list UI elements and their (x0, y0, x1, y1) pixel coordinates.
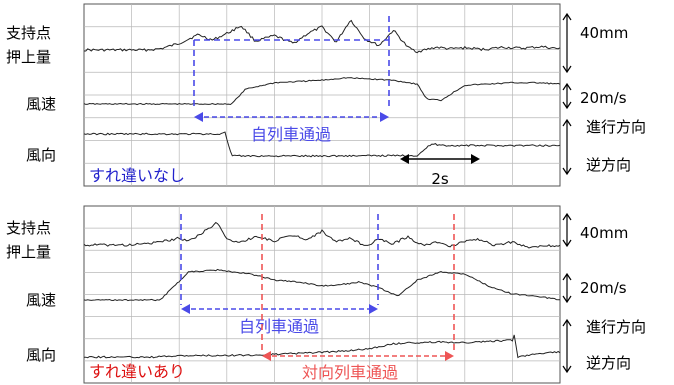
scale-arrow-head (562, 65, 572, 74)
span-arrow-head (380, 112, 389, 122)
row-label-dir: 風向 (26, 346, 56, 364)
scale-arrow-head (562, 295, 572, 304)
opposing-train-span (262, 351, 454, 361)
direction-label-forward: 進行方向 (586, 318, 646, 336)
row-label-dir: 風向 (26, 146, 56, 164)
span-arrow-head (471, 154, 480, 164)
row-label-disp: 支持点 (6, 219, 51, 237)
span-arrow-head (194, 112, 203, 122)
direction-label-reverse: 逆方向 (586, 156, 631, 174)
scenario-label-with: すれ違いあり (89, 362, 185, 381)
row-label-speed: 風速 (26, 95, 56, 113)
scale-arrow-head (562, 365, 572, 374)
scale-arrow-head (562, 82, 572, 91)
scale-arrow-head (562, 101, 572, 110)
trace-dir (84, 334, 561, 359)
scale-arrow-head (562, 118, 572, 127)
scale-label-speed: 20m/s (580, 89, 627, 107)
chart-panel-2 (83, 205, 572, 384)
scale-arrow-head (562, 239, 572, 248)
scale-label-disp: 40mm (580, 24, 628, 42)
scale-label-disp: 40mm (580, 224, 628, 242)
span-arrow-head (369, 304, 378, 314)
span-arrow-head (181, 304, 190, 314)
trace-disp (84, 19, 561, 54)
row-label-disp: 支持点 (6, 24, 51, 42)
opposing-train-label: 対向列車通過 (302, 363, 398, 382)
span-arrow-head (262, 351, 271, 361)
scenario-label-none: すれ違いなし (89, 166, 185, 185)
trace-speed (83, 77, 561, 106)
span-arrow-head (445, 351, 454, 361)
time-scale-arrow (400, 154, 480, 164)
scale-arrow-head (562, 12, 572, 21)
direction-label-forward: 進行方向 (586, 118, 646, 136)
scale-arrow-head (562, 272, 572, 281)
trace-disp (83, 221, 561, 249)
time-scale-label: 2s (431, 170, 449, 188)
own-train-span-top (194, 112, 389, 122)
scale-arrow-head (562, 212, 572, 221)
row-label-speed: 風速 (26, 291, 56, 309)
row-label-disp: 押上量 (6, 243, 51, 261)
trace-speed (83, 268, 560, 302)
own-train-label-top: 自列車通過 (251, 125, 331, 144)
span-arrow-head (400, 154, 409, 164)
scale-arrow-head (562, 318, 572, 327)
own-train-label-bottom: 自列車通過 (239, 317, 319, 336)
own-train-span-bottom (181, 304, 378, 314)
row-label-disp: 押上量 (6, 48, 51, 66)
scale-arrow-head (562, 167, 572, 176)
trace-dir (83, 131, 561, 158)
own-train-marker-top (193, 40, 390, 110)
chart-panel-1 (83, 3, 572, 187)
direction-label-reverse: 逆方向 (586, 354, 631, 372)
scale-label-speed: 20m/s (580, 279, 627, 297)
